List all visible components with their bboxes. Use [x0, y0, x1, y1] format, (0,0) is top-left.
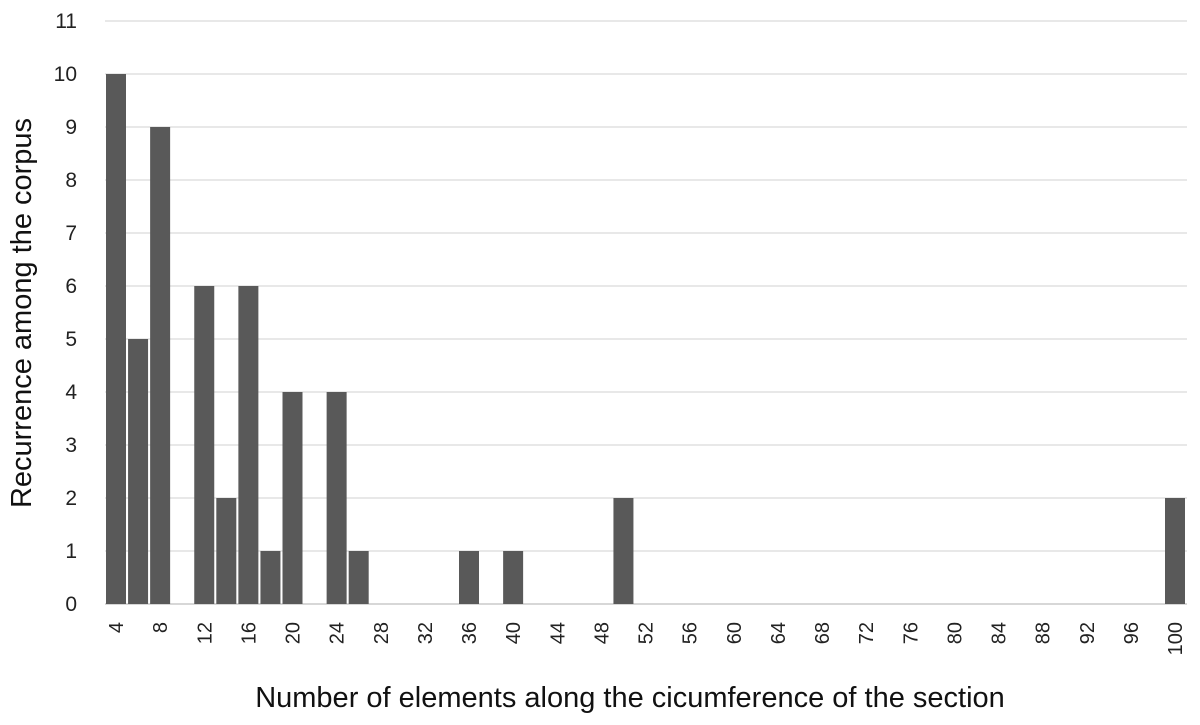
y-axis-title: Recurrence among the corpus	[6, 118, 38, 508]
bar-8	[150, 127, 171, 604]
bar-50	[613, 498, 634, 604]
bar-14	[216, 498, 237, 604]
gridlines	[105, 20, 1187, 605]
x-tick-label: 84	[989, 622, 1011, 644]
bar-4	[106, 74, 126, 604]
x-tick-label: 12	[194, 622, 216, 644]
y-tick-label: 3	[65, 434, 77, 457]
x-axis-title: Number of elements along the cicumferenc…	[255, 682, 1005, 714]
bar-20	[282, 392, 303, 604]
x-tick-label: 56	[680, 622, 702, 644]
x-tick-label: 48	[591, 622, 613, 644]
y-tick-label: 8	[65, 169, 77, 192]
bar-36	[459, 551, 479, 604]
x-tick-label: 60	[724, 622, 746, 644]
x-tick-labels: 4 8 12 16 20 24 28 32 36 40 44 48 52 56 60 64 68 72 76 80 84…	[106, 622, 1187, 655]
y-tick-label: 5	[65, 328, 77, 351]
y-tick-label: 9	[65, 116, 77, 139]
x-tick-label: 72	[856, 622, 878, 644]
bar-16	[238, 286, 259, 604]
y-tick-labels: 0 1 2 3 4 5 6 7 8 9 10 11	[54, 10, 78, 616]
x-tick-label: 96	[1121, 622, 1143, 644]
bars	[106, 74, 1185, 604]
x-tick-label: 68	[812, 622, 834, 644]
x-tick-label: 24	[327, 622, 349, 644]
y-tick-label: 7	[65, 222, 77, 245]
bar-40	[503, 551, 524, 604]
x-tick-label: 88	[1033, 622, 1055, 644]
x-tick-label: 100	[1165, 622, 1187, 655]
bar-6	[128, 339, 149, 604]
bar-12	[194, 286, 215, 604]
y-tick-label: 10	[54, 63, 77, 86]
bar-26	[348, 551, 369, 604]
y-tick-label: 6	[65, 275, 77, 298]
x-tick-label: 16	[238, 622, 260, 644]
x-tick-label: 4	[106, 622, 128, 633]
x-tick-label: 44	[547, 622, 569, 644]
x-tick-label: 36	[459, 622, 481, 644]
bar-100	[1165, 498, 1185, 604]
x-tick-label: 80	[944, 622, 966, 644]
x-tick-label: 52	[636, 622, 658, 644]
x-tick-label: 92	[1077, 622, 1099, 644]
bar-24	[326, 392, 347, 604]
bar-18	[260, 551, 281, 604]
y-tick-label: 1	[65, 540, 77, 563]
x-tick-label: 8	[150, 622, 172, 633]
x-tick-label: 32	[415, 622, 437, 644]
x-tick-label: 40	[503, 622, 525, 644]
y-tick-label: 0	[65, 593, 77, 616]
y-tick-label: 11	[55, 10, 77, 33]
x-tick-label: 76	[900, 622, 922, 644]
y-tick-label: 2	[65, 487, 77, 510]
x-tick-label: 28	[371, 622, 393, 644]
y-tick-label: 4	[65, 381, 77, 404]
x-tick-label: 64	[768, 622, 790, 644]
x-tick-label: 20	[283, 622, 305, 644]
